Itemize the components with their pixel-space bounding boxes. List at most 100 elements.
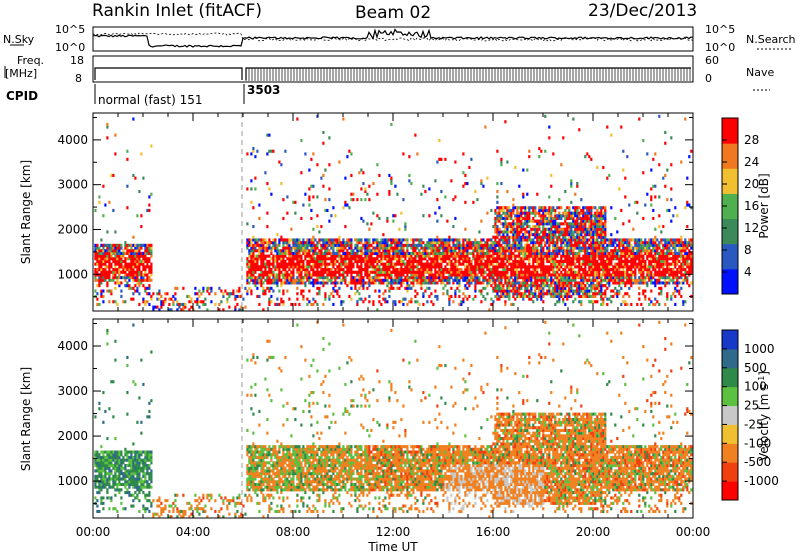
power-cell [548, 136, 551, 140]
power-cell [518, 241, 521, 245]
power-cell [322, 246, 325, 250]
power-cell [388, 243, 391, 247]
power-cell [582, 281, 585, 285]
power-cell [332, 289, 335, 293]
power-cell [576, 214, 579, 218]
power-cell [522, 249, 525, 253]
power-cell [458, 243, 461, 247]
power-cell [484, 241, 487, 245]
power-cell [310, 249, 313, 253]
power-cell [598, 246, 601, 250]
power-cell [522, 278, 525, 282]
power-cell [454, 278, 457, 282]
power-cell [458, 278, 461, 282]
power-cell [514, 268, 517, 272]
power-cell [480, 257, 483, 261]
power-cell [198, 289, 201, 293]
power-cell [504, 225, 507, 229]
power-cell [520, 222, 523, 226]
power-cell [112, 278, 115, 282]
power-cell [318, 270, 321, 274]
power-cell [306, 241, 309, 245]
power-cell [368, 246, 371, 250]
power-cell [596, 214, 599, 218]
power-cell [94, 257, 97, 261]
power-cell [494, 208, 497, 212]
power-cell [368, 265, 371, 269]
power-cell [322, 302, 325, 306]
power-cell [386, 276, 389, 280]
power-cell [338, 249, 341, 253]
power-cell [494, 284, 497, 288]
power-cell [396, 257, 399, 261]
power-cell [204, 297, 207, 301]
power-cell [542, 265, 545, 269]
power-cell [590, 243, 593, 247]
power-cell [594, 219, 597, 223]
power-cell [564, 230, 567, 234]
power-cell [598, 227, 601, 231]
power-cell [108, 254, 111, 258]
power-cell [140, 262, 143, 266]
power-cell [392, 262, 395, 266]
power-cell [540, 246, 543, 250]
power-cell [478, 251, 481, 255]
power-cell [516, 243, 519, 247]
power-cell [538, 292, 541, 296]
power-cell [520, 265, 523, 269]
power-cell [520, 238, 523, 242]
power-cell [578, 292, 581, 296]
power-cell [406, 302, 409, 306]
power-cell [404, 276, 407, 280]
power-cell [526, 168, 529, 172]
power-cell [512, 281, 515, 285]
power-cell [580, 246, 583, 250]
power-cell [548, 254, 551, 258]
power-cell [624, 254, 627, 258]
power-cell [526, 222, 529, 226]
power-cell [96, 268, 99, 272]
power-cell [280, 163, 283, 167]
power-cell [502, 289, 505, 293]
power-cell [458, 294, 461, 298]
power-cell [516, 289, 519, 293]
power-cell [346, 284, 349, 288]
power-cell [310, 265, 313, 269]
power-cell [502, 211, 505, 215]
power-cell [94, 208, 97, 212]
power-cell [296, 241, 299, 245]
power-cell [390, 241, 393, 245]
power-cell [454, 289, 457, 293]
power-cell [290, 270, 293, 274]
power-cell [544, 233, 547, 237]
power-cell [94, 246, 97, 250]
power-cell [132, 243, 135, 247]
power-cell [390, 176, 393, 180]
power-cell [440, 278, 443, 282]
power-cell [576, 182, 579, 186]
power-cell [630, 276, 633, 280]
power-cell [638, 270, 641, 274]
power-cell [396, 246, 399, 250]
power-cell [356, 249, 359, 253]
power-cell [270, 192, 273, 196]
power-cell [464, 276, 467, 280]
power-cell [596, 246, 599, 250]
power-cell [462, 171, 465, 175]
power-cell [308, 238, 311, 242]
power-cell [298, 257, 301, 261]
power-cell [630, 246, 633, 250]
power-cell [512, 227, 515, 231]
power-cell [420, 284, 423, 288]
power-cell [310, 241, 313, 245]
power-cell [518, 235, 521, 239]
power-cell [136, 243, 139, 247]
power-cell [578, 251, 581, 255]
power-cell [520, 206, 523, 210]
power-cell [282, 254, 285, 258]
power-cell [310, 273, 313, 277]
power-cell [238, 308, 241, 312]
power-cell [138, 268, 141, 272]
power-cell [624, 284, 627, 288]
power-cell [600, 278, 603, 282]
